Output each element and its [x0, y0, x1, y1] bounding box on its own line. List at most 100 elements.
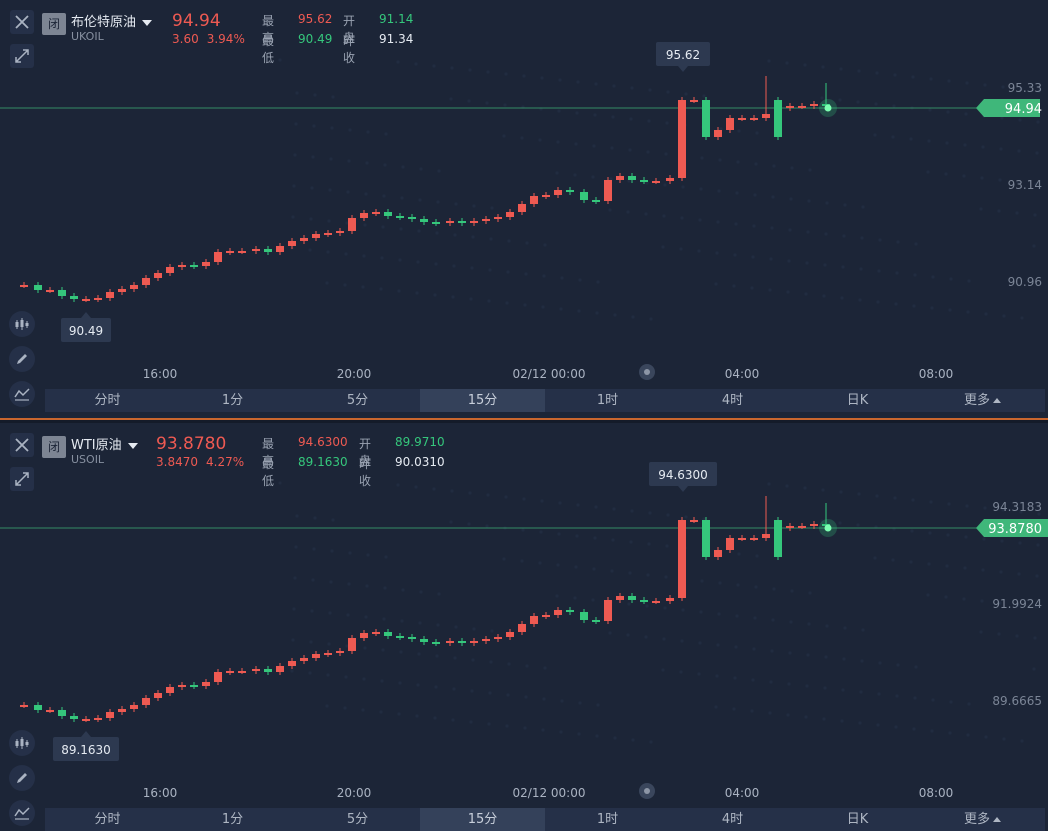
candle-body	[252, 249, 260, 251]
prev-close-label: 昨收	[343, 34, 356, 65]
expand-icon[interactable]	[10, 467, 34, 491]
candle-body	[384, 632, 392, 636]
tf-1min[interactable]: 1分	[221, 393, 244, 408]
candles	[20, 76, 830, 302]
tf-day[interactable]: 日K	[846, 812, 869, 827]
line-chart-icon[interactable]	[9, 800, 35, 826]
brent-candlestick-chart[interactable]: 95.33 93.14 90.96 16:00 20:00 02/12 00:00 04:0…	[0, 0, 1048, 412]
pencil-icon[interactable]	[9, 765, 35, 791]
candle-body	[604, 600, 612, 621]
candle-body	[616, 596, 624, 600]
tf-day[interactable]: 日K	[846, 393, 869, 408]
candle-body	[372, 632, 380, 634]
candle-body	[154, 273, 162, 278]
candle-body	[408, 637, 416, 639]
tf-more[interactable]: 更多	[920, 389, 1045, 412]
max-price-box	[649, 462, 717, 486]
live-dot	[824, 104, 832, 112]
min-price-label: 90.49	[69, 324, 103, 338]
tf-1min[interactable]: 1分	[221, 812, 244, 827]
candle-body	[130, 285, 138, 289]
candle-body	[822, 104, 830, 106]
candlestick-icon[interactable]	[9, 730, 35, 756]
close-icon[interactable]	[10, 10, 34, 34]
candle-body	[300, 238, 308, 241]
symbol-code: UKOIL	[71, 30, 104, 43]
candle-body	[822, 524, 830, 526]
candle-body	[470, 641, 478, 643]
tf-more-label: 更多	[963, 393, 990, 408]
candle-body	[774, 100, 782, 137]
candle-body	[798, 106, 806, 108]
symbol-name-dropdown[interactable]: WTI原油	[71, 434, 138, 453]
change-percent: 4.27%	[206, 455, 245, 469]
tf-more[interactable]: 更多	[920, 808, 1045, 831]
tf-tick[interactable]: 分时	[94, 812, 121, 827]
tf-1h[interactable]: 1时	[596, 812, 619, 827]
candle-body	[750, 538, 758, 540]
chart-scroll-handle[interactable]	[639, 783, 655, 799]
candle-body	[592, 620, 600, 622]
candle-body	[190, 685, 198, 687]
candle-body	[94, 718, 102, 720]
tf-5min[interactable]: 5分	[346, 812, 369, 827]
change-percent: 3.94%	[206, 32, 245, 46]
candle-body	[470, 221, 478, 223]
candle-body	[566, 610, 574, 612]
expand-icon[interactable]	[10, 44, 34, 68]
current-price-tag	[976, 99, 1040, 117]
candle-body	[810, 524, 818, 526]
close-icon[interactable]	[10, 433, 34, 457]
candle-body	[786, 526, 794, 528]
candle-body	[530, 616, 538, 624]
caret-up-icon	[993, 398, 1001, 403]
tf-4h[interactable]: 4时	[721, 393, 744, 408]
candlestick-icon[interactable]	[9, 311, 35, 337]
open-label: 开盘	[359, 437, 372, 468]
price-change: 3.8470 4.27%	[156, 455, 252, 469]
open-value: 91.14	[379, 12, 414, 26]
min-price-pointer	[81, 312, 91, 318]
candle-body	[542, 195, 550, 197]
candle-body	[738, 538, 746, 540]
line-chart-icon[interactable]	[9, 381, 35, 407]
tf-15min[interactable]: 15分	[420, 389, 545, 412]
low-label: 最低	[262, 34, 275, 65]
candle-body	[518, 204, 526, 212]
tf-1h[interactable]: 1时	[596, 393, 619, 408]
tf-4h[interactable]: 4时	[721, 812, 744, 827]
candle-body	[336, 651, 344, 653]
high-value: 94.6300	[298, 435, 348, 449]
max-price-pointer	[678, 486, 688, 492]
candle-body	[348, 218, 356, 231]
tf-5min[interactable]: 5分	[346, 393, 369, 408]
candle-body	[666, 178, 674, 181]
x-tick-label: 08:00	[919, 786, 954, 800]
candle-body	[592, 200, 600, 202]
candle-body	[202, 682, 210, 686]
live-dot	[824, 524, 832, 532]
x-tick-label: 16:00	[143, 367, 178, 381]
candle-body	[580, 192, 588, 200]
candle-body	[566, 190, 574, 192]
candle-body	[726, 538, 734, 550]
max-price-box	[656, 42, 710, 66]
price-change: 3.60 3.94%	[172, 32, 253, 46]
candle-body	[738, 118, 746, 120]
symbol-name-dropdown[interactable]: 布伦特原油	[71, 11, 153, 30]
x-tick-label: 20:00	[337, 367, 372, 381]
candle-body	[690, 520, 698, 522]
tf-tick[interactable]: 分时	[94, 393, 121, 408]
candle-body	[214, 672, 222, 682]
symbol-code: USOIL	[71, 453, 105, 466]
max-price-pointer	[678, 66, 688, 72]
tf-more-label: 更多	[963, 812, 990, 827]
chart-scroll-handle[interactable]	[639, 364, 655, 380]
candle-body	[506, 632, 514, 637]
tf-15min[interactable]: 15分	[420, 808, 545, 831]
wti-candlestick-chart[interactable]: 94.3183 91.9924 89.6665 16:00 20:00 02/12 00:…	[0, 423, 1048, 831]
pencil-icon[interactable]	[9, 346, 35, 372]
candle-body	[82, 299, 90, 301]
candle-body	[762, 114, 770, 118]
candle-body	[336, 231, 344, 233]
